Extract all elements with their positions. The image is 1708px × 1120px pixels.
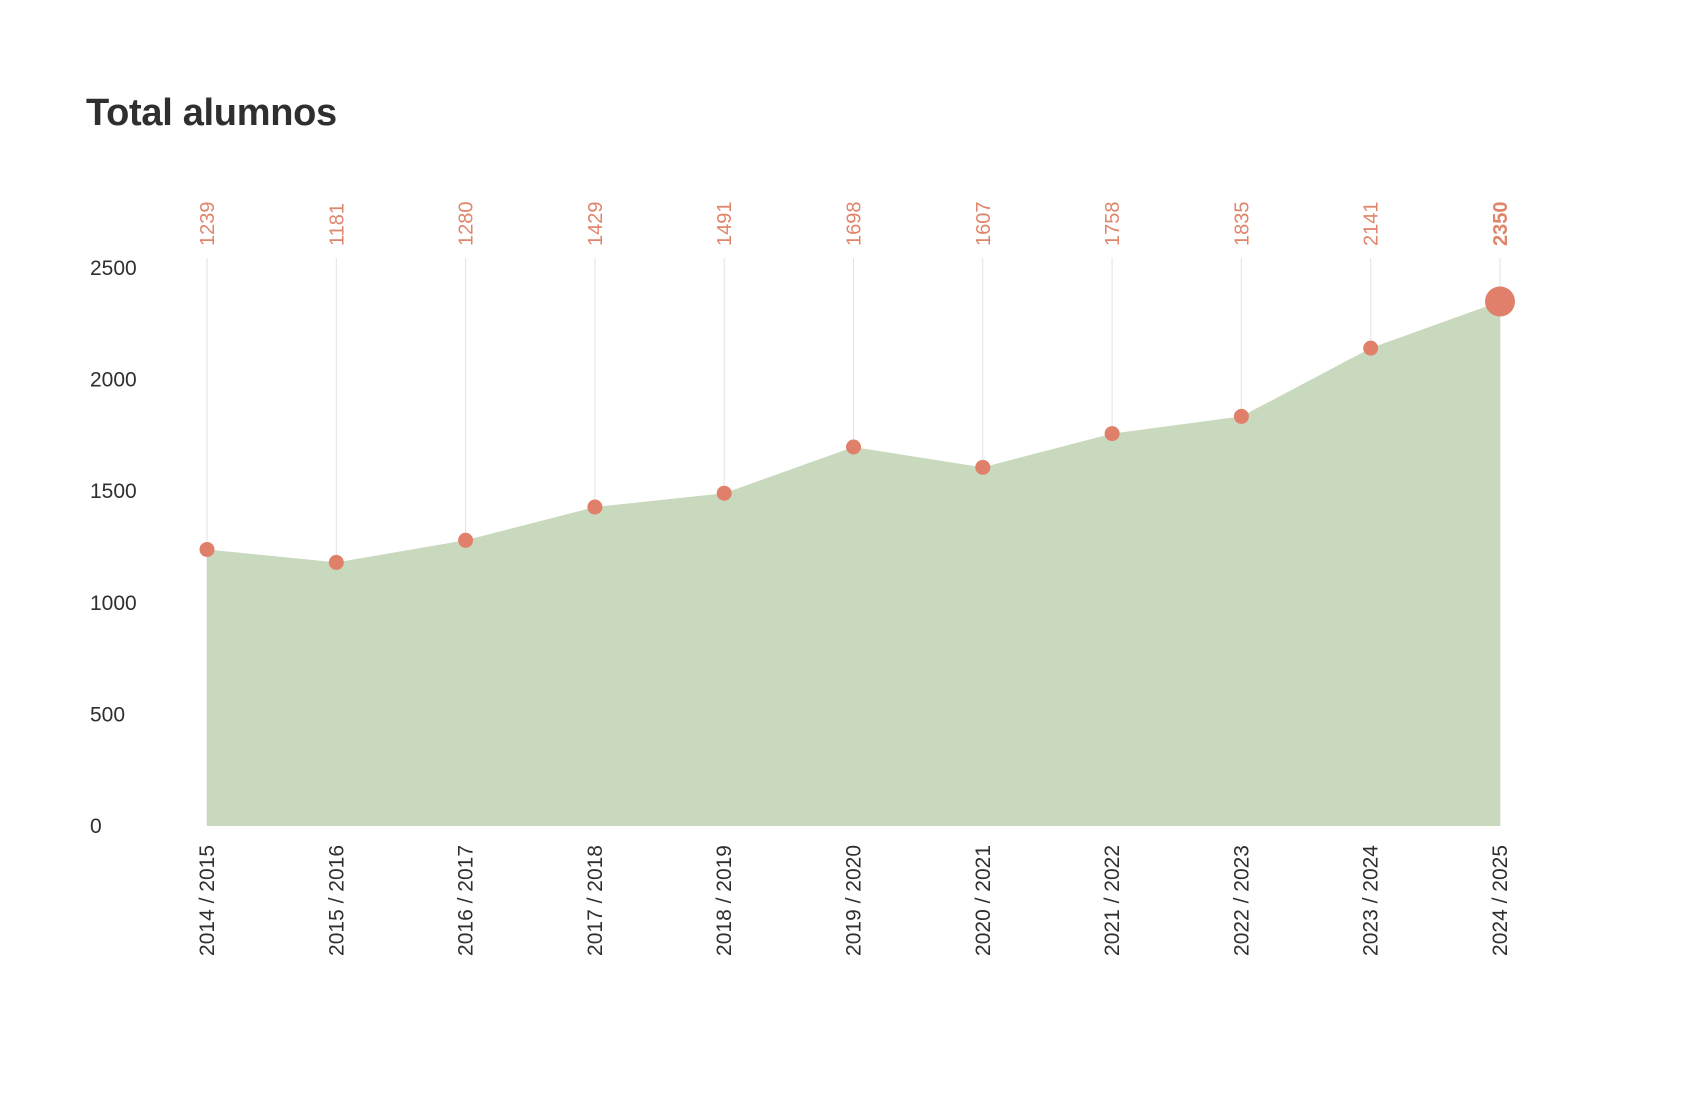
data-label: 1698 [844, 202, 866, 247]
x-tick-label: 2023 / 2024 [1360, 845, 1383, 956]
data-point [458, 532, 474, 548]
data-label: 1607 [973, 201, 995, 246]
y-tick-label: 0 [90, 815, 102, 838]
data-label: 2350 [1490, 202, 1512, 247]
data-point [328, 554, 344, 570]
data-point [846, 439, 861, 455]
y-tick-label: 2000 [90, 369, 137, 392]
data-point [716, 485, 732, 501]
x-axis-ticks: 2014 / 2015 2015 / 2016 2016 / 2017 2017 / … [196, 845, 1512, 956]
data-label: 2141 [1361, 202, 1383, 247]
x-tick-label: 2016 / 2017 [455, 845, 478, 956]
data-point [1233, 408, 1249, 424]
x-tick-label: 2020 / 2021 [972, 845, 995, 956]
data-label: 1181 [326, 203, 348, 246]
data-label: 1239 [197, 202, 219, 247]
data-point [1363, 340, 1379, 356]
area-fill [207, 301, 1500, 827]
data-label: 1429 [585, 202, 607, 247]
y-tick-label: 1500 [90, 480, 137, 503]
y-tick-label: 2500 [90, 257, 137, 280]
x-tick-label: 2015 / 2016 [325, 845, 348, 956]
value-labels: 1239 1181 1280 1429 1491 1698 1607 1758 1835 2141… [197, 201, 1512, 246]
x-tick-label: 2022 / 2023 [1230, 845, 1253, 956]
x-tick-label: 2014 / 2015 [196, 845, 219, 956]
data-point-highlight [1485, 286, 1515, 317]
data-point [975, 459, 991, 475]
x-tick-label: 2019 / 2020 [843, 845, 866, 956]
y-axis-ticks: 0 500 1000 1500 2000 2500 [90, 257, 137, 838]
y-tick-label: 500 [90, 703, 125, 726]
data-label: 1280 [456, 202, 478, 246]
data-markers [199, 286, 1515, 570]
data-label: 1835 [1231, 202, 1253, 247]
x-tick-label: 2024 / 2025 [1489, 845, 1512, 956]
x-tick-label: 2021 / 2022 [1101, 845, 1124, 956]
data-point [199, 541, 215, 557]
x-tick-label: 2018 / 2019 [713, 845, 736, 956]
y-tick-label: 1000 [90, 592, 137, 615]
data-label: 1758 [1102, 202, 1124, 247]
x-tick-label: 2017 / 2018 [584, 845, 607, 956]
data-label: 1491 [714, 202, 736, 247]
data-point [587, 499, 603, 515]
data-point [1104, 426, 1120, 442]
chart-title: Total alumnos [86, 92, 337, 134]
